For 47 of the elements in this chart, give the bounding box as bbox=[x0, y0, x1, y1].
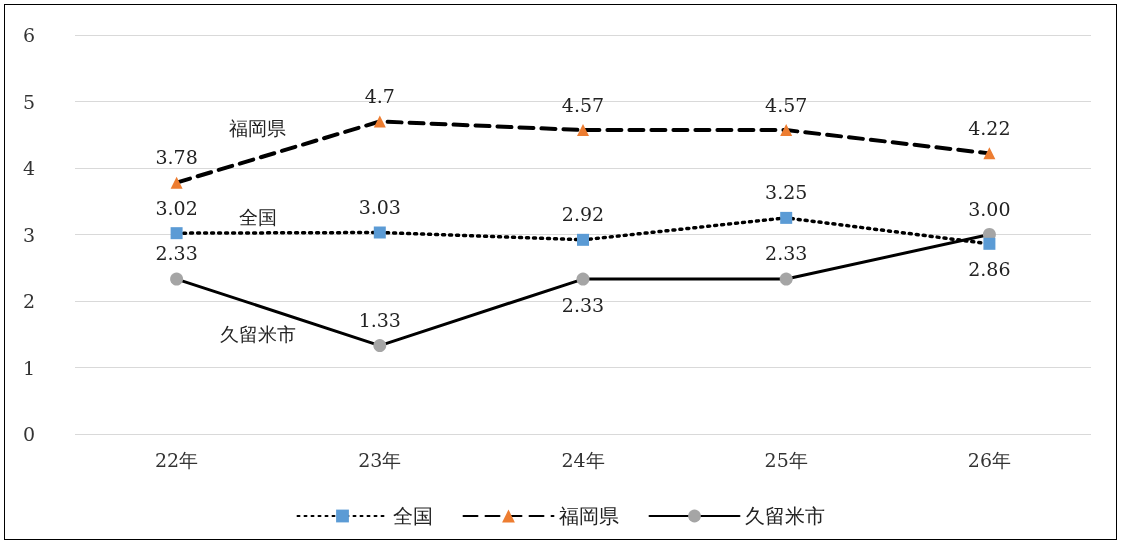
data-label: 1.33 bbox=[358, 308, 401, 331]
x-tick-label: 22年 bbox=[155, 448, 199, 471]
annotation: 久留米市 bbox=[219, 323, 296, 346]
point bbox=[577, 124, 589, 137]
data-label: 4.7 bbox=[364, 84, 395, 107]
point bbox=[170, 227, 183, 240]
y-tick-label: 3 bbox=[22, 223, 35, 246]
point bbox=[373, 115, 386, 128]
data-label: 2.92 bbox=[561, 203, 605, 226]
x-tick-label: 25年 bbox=[764, 448, 808, 471]
point bbox=[780, 124, 793, 137]
y-tick-label: 6 bbox=[22, 24, 35, 46]
point bbox=[373, 339, 387, 353]
point bbox=[170, 272, 184, 286]
data-label: 4.22 bbox=[968, 116, 1011, 139]
point bbox=[983, 237, 996, 250]
point bbox=[170, 176, 183, 189]
data-label: 2.33 bbox=[155, 242, 198, 265]
data-label: 2.86 bbox=[968, 258, 1011, 281]
data-label: 2.33 bbox=[561, 294, 605, 317]
data-label: 3.78 bbox=[155, 146, 198, 169]
y-tick-label: 2 bbox=[22, 290, 35, 312]
y-tick-label: 1 bbox=[22, 356, 35, 379]
x-tick-label: 26年 bbox=[967, 448, 1011, 471]
data-label: 3.00 bbox=[968, 197, 1011, 220]
x-tick-label: 23年 bbox=[358, 448, 402, 471]
y-tick-label: 5 bbox=[22, 90, 35, 113]
data-label: 2.33 bbox=[765, 242, 808, 265]
point bbox=[983, 147, 996, 160]
point bbox=[780, 211, 793, 224]
annotation: 福岡県 bbox=[229, 117, 287, 140]
data-label: 4.57 bbox=[561, 93, 605, 116]
point bbox=[373, 226, 386, 239]
data-label: 4.57 bbox=[765, 93, 808, 116]
y-tick-label: 0 bbox=[22, 423, 35, 445]
legend-label: 久留米市 bbox=[744, 504, 825, 528]
annotation: 全国 bbox=[238, 205, 277, 228]
data-label: 3.03 bbox=[358, 196, 401, 219]
y-tick-label: 4 bbox=[22, 157, 35, 179]
data-label: 3.02 bbox=[155, 196, 198, 219]
point bbox=[577, 233, 589, 246]
x-tick-label: 24年 bbox=[561, 448, 605, 471]
data-label: 3.25 bbox=[765, 181, 808, 204]
point bbox=[576, 272, 590, 286]
legend-label: 福岡県 bbox=[558, 504, 619, 528]
point bbox=[779, 272, 793, 286]
legend-label: 全国 bbox=[392, 504, 433, 528]
